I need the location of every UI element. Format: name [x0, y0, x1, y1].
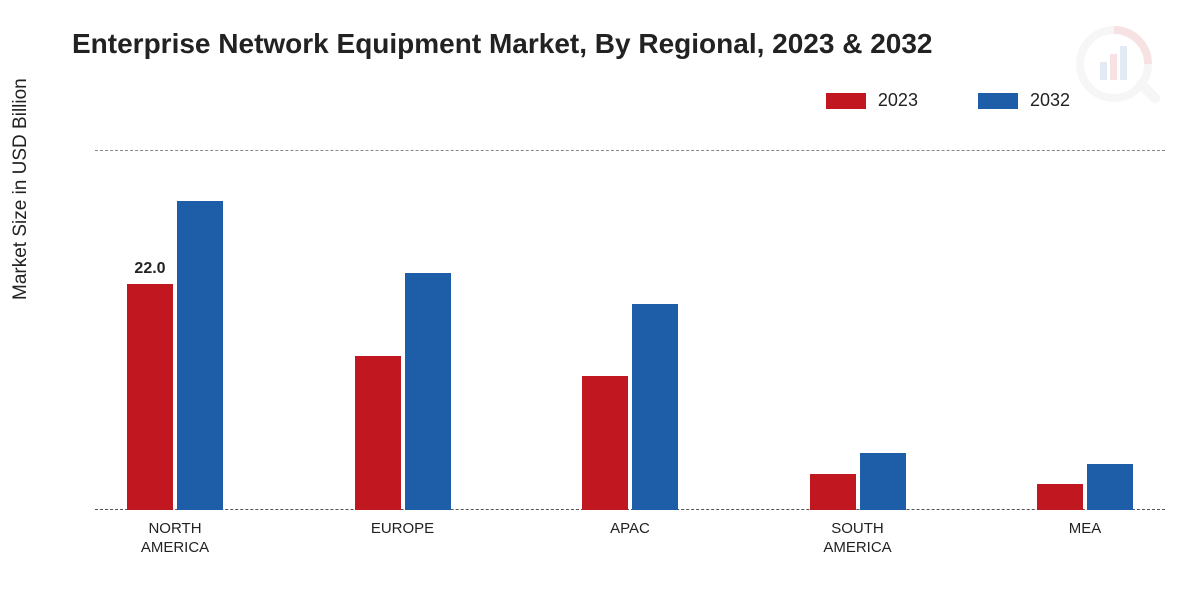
bar: 22.0 — [127, 284, 173, 510]
bar-group — [1025, 464, 1145, 510]
legend-swatch-2032 — [978, 93, 1018, 109]
chart-legend: 2023 2032 — [826, 90, 1070, 111]
bar-group — [570, 304, 690, 510]
bar — [860, 453, 906, 510]
legend-item-2023: 2023 — [826, 90, 918, 111]
x-tick-label: EUROPE — [343, 520, 463, 539]
legend-label-2032: 2032 — [1030, 90, 1070, 111]
bar — [355, 356, 401, 510]
y-axis-label: Market Size in USD Billion — [10, 78, 32, 300]
bar — [810, 474, 856, 510]
bar — [582, 376, 628, 510]
bar — [1087, 464, 1133, 510]
watermark-logo — [1070, 20, 1170, 120]
chart-title: Enterprise Network Equipment Market, By … — [72, 28, 933, 60]
bar-group — [798, 453, 918, 510]
x-tick-label: APAC — [570, 520, 690, 539]
bar — [177, 201, 223, 510]
bar — [632, 304, 678, 510]
x-tick-label: MEA — [1025, 520, 1145, 539]
x-tick-label: SOUTHAMERICA — [798, 520, 918, 558]
chart-plot-area: 22.0 — [95, 150, 1165, 510]
bar — [1037, 484, 1083, 510]
x-axis-labels: NORTHAMERICA EUROPE APAC SOUTHAMERICA MEA — [95, 520, 1165, 570]
grid-line-top — [95, 150, 1165, 151]
bar — [405, 273, 451, 510]
legend-item-2032: 2032 — [978, 90, 1070, 111]
x-tick-label: NORTHAMERICA — [115, 520, 235, 558]
bar-value-label: 22.0 — [134, 260, 165, 278]
bar-group — [343, 273, 463, 510]
legend-swatch-2023 — [826, 93, 866, 109]
bar-group: 22.0 — [115, 201, 235, 510]
plot: 22.0 — [95, 150, 1165, 510]
legend-label-2023: 2023 — [878, 90, 918, 111]
